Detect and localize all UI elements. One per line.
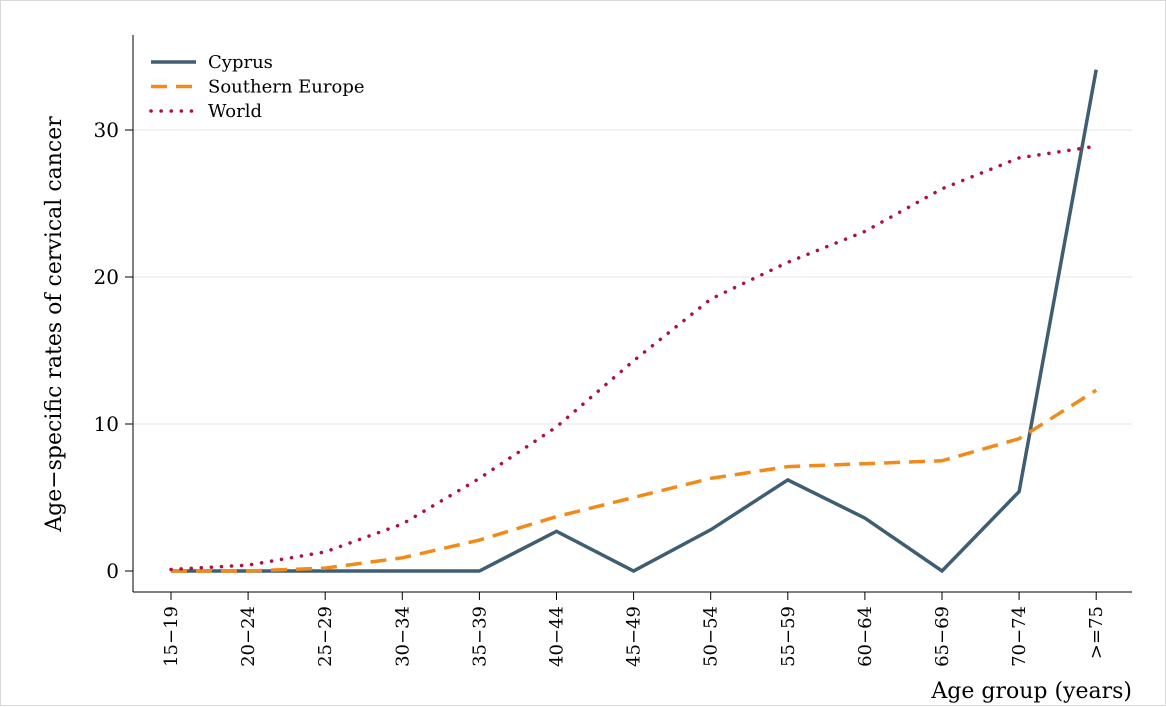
x-tick-labels: 15−19 20−24 25−29 30−34 35−39 40−44 45−49 50−54… (161, 606, 1107, 667)
x-tick-label: 60−64 (855, 606, 876, 667)
series-line-southern-europe (171, 388, 1098, 573)
y-tick-label: 30 (94, 118, 119, 142)
y-tick-label: 0 (106, 559, 119, 583)
x-tick-label: 65−69 (932, 606, 953, 667)
y-tick-label: 10 (94, 412, 119, 436)
series-lines (169, 69, 1098, 574)
axes (125, 35, 1132, 600)
x-tick-label: 20−24 (238, 606, 259, 667)
legend-label: Southern Europe (208, 77, 365, 98)
y-axis-title: Age−specific rates of cervical cancer (42, 116, 67, 533)
x-tick-label: 40−44 (547, 606, 568, 667)
x-tick-label: 30−34 (392, 606, 413, 667)
x-tick-label: 45−49 (624, 606, 645, 667)
series-line-cyprus (171, 69, 1098, 574)
y-tick-label: 20 (94, 265, 119, 289)
x-axis-title: Age group (years) (930, 679, 1132, 704)
series-line-world (169, 144, 1098, 572)
x-tick-label: 25−29 (315, 606, 336, 667)
x-tick-label: 55−59 (778, 606, 799, 667)
x-tick-label: 15−19 (161, 606, 182, 667)
x-tick-label: 70−74 (1009, 606, 1030, 667)
legend-label: Cyprus (208, 52, 273, 73)
gridlines (133, 129, 1132, 425)
x-tick-label: 50−54 (701, 606, 722, 667)
x-tick-label: 35−39 (469, 606, 490, 667)
x-tick-label: >=75 (1086, 606, 1107, 659)
legend-label: World (208, 101, 262, 122)
y-tick-labels: 0 10 20 30 (94, 118, 119, 583)
legend: Cyprus Southern Europe World (149, 52, 365, 122)
